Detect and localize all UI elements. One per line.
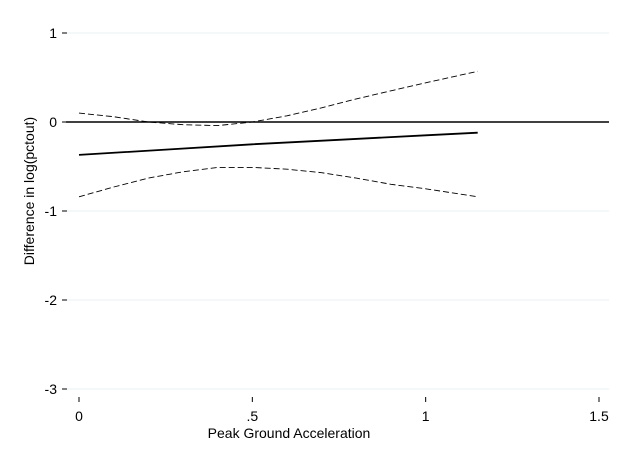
x-tick-label: 1.5 (589, 408, 609, 424)
y-tick-label: 1 (49, 25, 57, 41)
series-line-lower-bound (78, 166, 478, 198)
y-tick-label: -1 (45, 203, 58, 219)
x-tick-label: .5 (246, 408, 258, 424)
x-axis-title: Peak Ground Acceleration (208, 425, 371, 441)
series (66, 70, 609, 198)
series-line-estimate (78, 131, 478, 156)
series-line-upper-bound (78, 70, 478, 127)
y-tick-label: -3 (45, 381, 58, 397)
y-tick-label: -2 (45, 292, 58, 308)
y-tick-label: 0 (49, 114, 57, 130)
y-axis-title: Difference in log(pctout) (21, 117, 37, 265)
axes: -3 -2 -1 0 1 0 .5 1 1.5 (45, 25, 609, 424)
x-tick-label: 1 (422, 408, 430, 424)
x-tick-label: 0 (75, 408, 83, 424)
